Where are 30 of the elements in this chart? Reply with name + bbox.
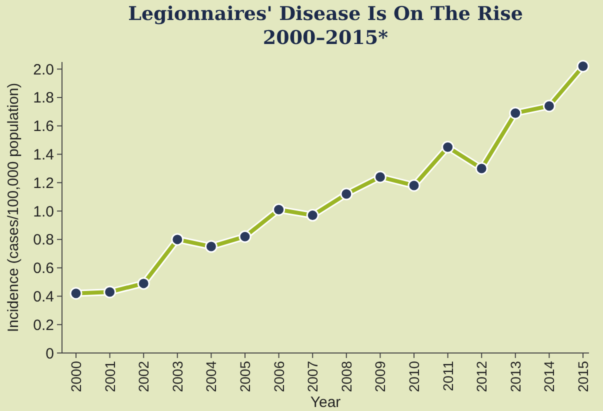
y-tick-label: 0.8 [33,232,54,249]
x-axis-title: Year [310,394,341,411]
y-tick-label: 0.2 [33,316,54,334]
x-tick-label: 2010 [406,360,422,392]
x-tick-label: 2002 [136,360,152,392]
chart-title: Legionnaires' Disease Is On The Rise 2000–2015* [128,3,523,49]
y-tick-label: 1.0 [33,203,54,220]
x-tick-label: 2011 [440,360,456,392]
x-tick-label: 2001 [102,360,118,392]
y-axis-title: Incidence (cases/100,000 population) [5,82,22,332]
y-tick-label: 0.6 [33,260,54,278]
x-tick-label: 2015 [575,360,591,392]
x-tick-label: 2013 [507,360,524,392]
y-tick-label: 1.4 [33,146,54,164]
x-tick-label: 2004 [203,360,220,392]
y-tick-label: 0.4 [33,288,54,306]
x-tick-label: 2006 [270,360,287,392]
x-tick-label: 2009 [372,360,388,392]
y-tick-label: 2.0 [33,61,54,78]
x-tick-label: 2007 [304,360,321,392]
y-tick-label: 1.8 [33,90,54,107]
x-tick-label: 2012 [474,360,490,392]
y-tick-label: 0 [46,345,54,362]
x-tick-label: 2008 [338,360,354,392]
y-tick-label: 1.6 [33,118,54,136]
y-tick-label: 1.2 [33,174,54,192]
x-tick-label: 2014 [541,360,558,392]
x-tick-label: 2000 [68,360,84,392]
x-tick-label: 2005 [237,360,253,392]
x-tick-label: 2003 [169,360,186,392]
